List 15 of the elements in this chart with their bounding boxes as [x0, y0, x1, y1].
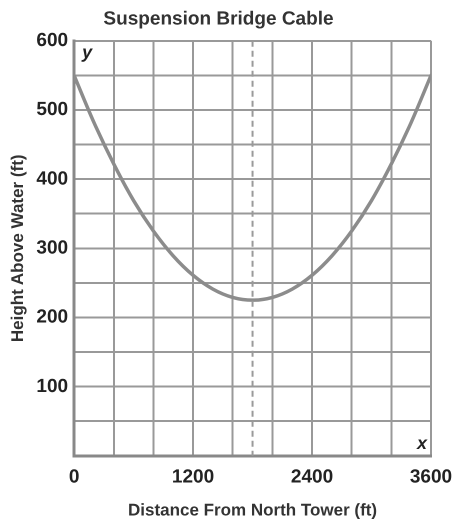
- y-tick-label: 100: [36, 376, 68, 397]
- x-tick-label: 2400: [290, 466, 334, 488]
- annotation: y: [81, 42, 94, 62]
- x-tick-label: 0: [68, 466, 80, 488]
- x-axis-title: Distance From North Tower (ft): [128, 500, 378, 520]
- y-tick-label: 200: [36, 306, 68, 328]
- x-tick-label: 1200: [172, 466, 214, 488]
- chart-title: Suspension Bridge Cable: [103, 8, 334, 30]
- y-tick-label: 400: [36, 168, 68, 190]
- y-tick-label: 500: [36, 99, 68, 120]
- y-tick-label: 300: [36, 238, 68, 259]
- y-axis-title: Height Above Water (ft): [8, 154, 27, 342]
- annotation: x: [416, 432, 428, 453]
- y-tick-label: 600: [36, 30, 68, 52]
- x-tick-label: 3600: [410, 466, 452, 488]
